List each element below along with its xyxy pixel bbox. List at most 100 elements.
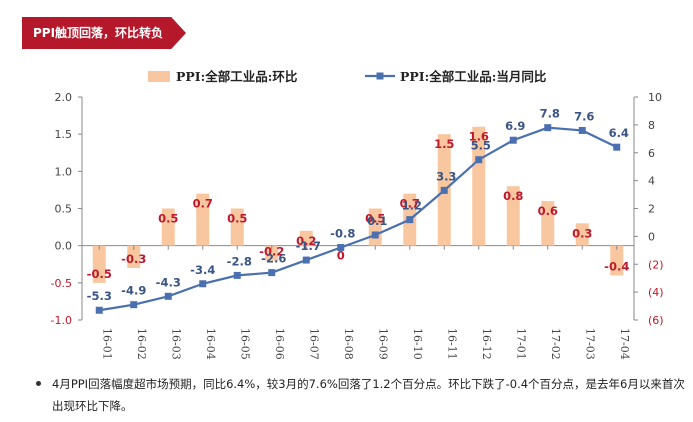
bar [196, 193, 210, 246]
bar-data-label: 0 [337, 249, 345, 263]
line-data-label: -2.6 [261, 252, 286, 266]
line-data-label: 6.9 [505, 119, 525, 133]
line-data-label: 6.4 [609, 126, 629, 140]
x-tick-label: 16-09 [376, 328, 389, 360]
line-point [406, 216, 414, 224]
line-point [475, 156, 483, 164]
line-data-label: 7.8 [540, 107, 560, 121]
note-paragraph: 4月PPI回落幅度超市场预期，同比6.4%，较3月的7.6%回落了1.2个百分点… [36, 373, 686, 417]
x-tick-label: 17-02 [549, 328, 562, 360]
right-tick-label: 8 [648, 119, 655, 132]
bar [127, 245, 141, 268]
line-point [509, 136, 517, 144]
bar-data-label: 0.7 [400, 197, 420, 211]
x-tick-label: 17-01 [514, 328, 527, 360]
ppi-chart: -1.0 -0.5 0.0 0.5 1.0 1.5 2.0 (6) (4) (2) 0 2 4 6 8 10 -… [51, 69, 664, 360]
legend-swatch-bar [148, 71, 170, 82]
bar-data-label: 0.5 [158, 212, 178, 226]
x-tick-label: 17-03 [583, 328, 596, 360]
bar [575, 223, 589, 246]
line-data-label: -0.8 [330, 227, 355, 241]
right-tick-label: 4 [648, 175, 655, 188]
bar [92, 245, 106, 283]
line-data-label: -1.7 [296, 239, 321, 253]
bar [161, 208, 175, 246]
right-tick-label: 10 [648, 91, 662, 104]
section-banner: PPI触顶回落，环比转负 [22, 17, 186, 49]
x-tick-label: 16-06 [273, 328, 286, 360]
bar-data-label: -0.3 [121, 252, 146, 266]
legend-swatch-marker [376, 72, 384, 80]
line-point [130, 301, 138, 309]
x-tick-label: 16-05 [238, 328, 251, 360]
left-tick-label: 2.0 [55, 91, 73, 104]
left-tick-label: 1.0 [55, 165, 73, 178]
x-tick-label: 16-11 [445, 328, 458, 360]
line-point [164, 292, 172, 300]
line-data-label: 7.6 [574, 109, 594, 123]
note-text: 4月PPI回落幅度超市场预期，同比6.4%，较3月的7.6%回落了1.2个百分点… [52, 377, 685, 413]
bar [610, 245, 624, 276]
x-tick-label: 16-03 [169, 328, 182, 360]
bullet-icon [36, 381, 41, 386]
left-tick-label: -0.5 [51, 277, 72, 290]
line-data-label: -2.8 [227, 254, 252, 268]
x-tick-label: 16-02 [135, 328, 148, 360]
yoy-line [99, 126, 618, 312]
line-point [544, 124, 552, 132]
right-tick-label: (2) [648, 258, 664, 271]
x-tick-label: 16-07 [307, 328, 320, 360]
x-tick-label: 16-10 [411, 328, 424, 360]
bar-data-label: 0.3 [572, 226, 592, 240]
bar-data-label: 0.5 [227, 212, 247, 226]
line-point [440, 186, 448, 194]
bar-data-label: 0.8 [503, 189, 523, 203]
right-tick-label: (6) [648, 314, 664, 327]
bar [541, 201, 555, 246]
bar [299, 230, 313, 246]
line-point [613, 143, 621, 151]
left-tick-label: 0.0 [55, 240, 73, 253]
x-tick-label: 16-08 [342, 328, 355, 360]
legend-label-bar: PPI:全部工业品:环比 [176, 69, 298, 84]
line-point [337, 244, 345, 252]
bar [506, 186, 520, 246]
line-point [302, 256, 310, 264]
bar-data-label: 0.6 [538, 204, 558, 218]
line-data-label: 5.5 [471, 139, 491, 153]
bar-data-label: 0.7 [193, 197, 213, 211]
line-point [578, 126, 586, 134]
line-data-label: -4.9 [121, 284, 146, 298]
left-tick-label: 0.5 [55, 203, 73, 216]
line-data-label: -3.4 [190, 263, 215, 277]
x-tick-label: 16-04 [204, 328, 217, 360]
line-data-label: -4.3 [156, 275, 181, 289]
bar [230, 208, 244, 246]
left-tick-label: 1.5 [55, 128, 73, 141]
bar-data-label: -0.2 [259, 245, 284, 259]
bar [265, 245, 279, 261]
line-data-label: 3.3 [436, 169, 456, 183]
bar-data-label: 1.6 [469, 130, 489, 144]
line-data-label: 1.2 [402, 199, 422, 213]
bar-data-label: -0.4 [604, 259, 629, 273]
line-point [95, 306, 103, 314]
right-tick-label: (4) [648, 286, 664, 299]
x-tick-label: 16-01 [100, 328, 113, 360]
line-point [268, 269, 276, 277]
left-tick-label: -1.0 [51, 314, 72, 327]
line-data-label: -5.3 [87, 289, 112, 303]
line-point [199, 280, 207, 288]
right-tick-label: 6 [648, 147, 655, 160]
line-point [371, 231, 379, 239]
bar-data-label: -0.5 [87, 267, 112, 281]
bar-data-label: 1.5 [434, 137, 454, 151]
line-data-label: 0.1 [367, 214, 387, 228]
right-tick-label: 0 [648, 230, 655, 243]
bar-data-label: 0.5 [365, 212, 385, 226]
bar-data-label: 0.2 [296, 234, 316, 248]
legend-label-line: PPI:全部工业品:当月同比 [400, 69, 547, 84]
x-tick-label: 17-04 [618, 328, 631, 360]
x-tick-label: 16-12 [480, 328, 493, 360]
right-tick-label: 2 [648, 203, 655, 216]
